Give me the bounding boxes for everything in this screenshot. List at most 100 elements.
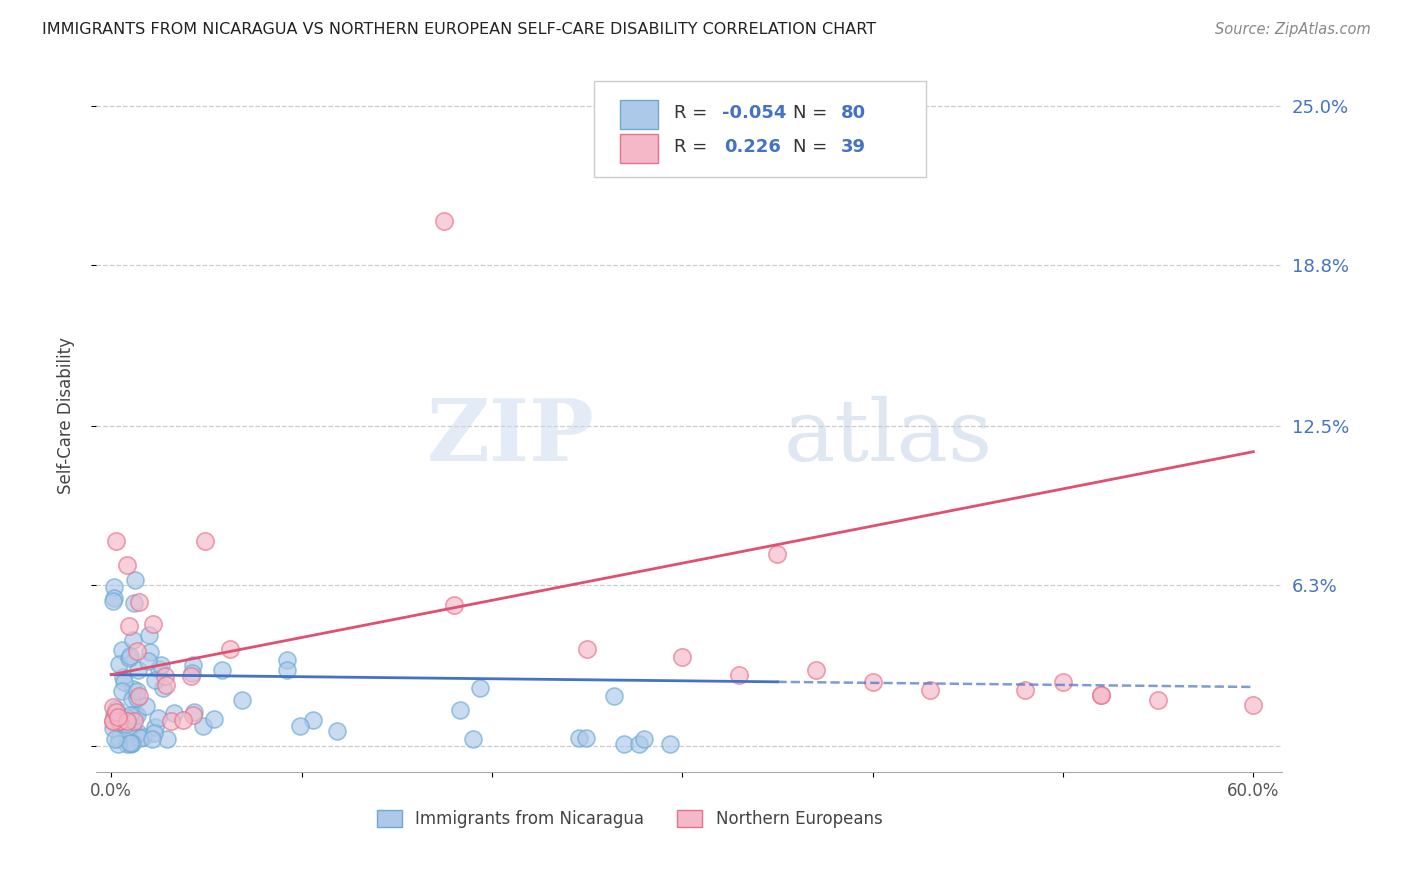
Point bbox=[105, 705, 128, 719]
Point bbox=[728, 667, 751, 681]
Point bbox=[111, 684, 134, 698]
Point bbox=[107, 714, 129, 728]
Text: 39: 39 bbox=[841, 138, 866, 156]
Point bbox=[115, 711, 138, 725]
Point bbox=[302, 713, 325, 727]
Point bbox=[124, 596, 146, 610]
Point bbox=[117, 721, 139, 735]
FancyBboxPatch shape bbox=[620, 135, 658, 163]
Point bbox=[1090, 688, 1112, 702]
Point bbox=[142, 617, 165, 632]
Point bbox=[202, 712, 225, 726]
Point bbox=[115, 714, 138, 728]
Point bbox=[111, 670, 134, 684]
Text: 0.226: 0.226 bbox=[724, 138, 782, 156]
Point bbox=[118, 651, 141, 665]
Point bbox=[101, 714, 124, 728]
Point bbox=[576, 642, 599, 657]
Y-axis label: Self-Care Disability: Self-Care Disability bbox=[58, 337, 75, 494]
Point bbox=[276, 653, 298, 667]
Point bbox=[124, 706, 146, 721]
Point bbox=[1052, 675, 1074, 690]
Point bbox=[231, 693, 253, 707]
Point bbox=[449, 703, 471, 717]
Point bbox=[101, 700, 124, 714]
Point bbox=[129, 731, 152, 746]
Point bbox=[433, 214, 456, 228]
Point bbox=[108, 731, 131, 746]
Point bbox=[461, 731, 484, 746]
Point bbox=[862, 675, 884, 690]
Point bbox=[127, 663, 149, 677]
Point bbox=[107, 710, 129, 724]
Point bbox=[121, 681, 143, 696]
Point bbox=[103, 591, 125, 605]
FancyBboxPatch shape bbox=[620, 100, 658, 128]
Point bbox=[138, 627, 160, 641]
Point bbox=[191, 719, 214, 733]
Point bbox=[103, 580, 125, 594]
Point bbox=[143, 673, 166, 687]
Text: ZIP: ZIP bbox=[426, 395, 595, 479]
Point bbox=[1014, 683, 1036, 698]
Point bbox=[194, 534, 217, 549]
Point bbox=[142, 726, 165, 740]
Point bbox=[1090, 688, 1112, 702]
Point bbox=[180, 668, 202, 682]
Point bbox=[125, 684, 148, 698]
Point bbox=[575, 731, 598, 745]
Point bbox=[1147, 693, 1170, 707]
Point bbox=[120, 737, 142, 751]
Point bbox=[121, 718, 143, 732]
Point bbox=[659, 737, 682, 751]
Text: N =: N = bbox=[793, 138, 834, 156]
Point bbox=[103, 707, 125, 722]
Text: atlas: atlas bbox=[783, 396, 993, 479]
Point bbox=[101, 714, 124, 728]
Point bbox=[468, 681, 491, 695]
Point bbox=[155, 669, 177, 683]
Point bbox=[121, 736, 143, 750]
Point bbox=[115, 716, 138, 731]
Point bbox=[118, 707, 141, 722]
Point bbox=[143, 721, 166, 735]
Point bbox=[107, 737, 129, 751]
Point bbox=[108, 657, 131, 671]
Point bbox=[115, 723, 138, 737]
Point bbox=[219, 642, 242, 657]
Point bbox=[117, 558, 139, 573]
Point bbox=[152, 681, 174, 695]
Point bbox=[181, 666, 204, 681]
Point bbox=[276, 663, 298, 677]
Point bbox=[127, 643, 149, 657]
Point bbox=[633, 731, 655, 746]
Point bbox=[443, 599, 465, 613]
Text: N =: N = bbox=[793, 104, 834, 122]
Point bbox=[804, 663, 827, 677]
Point bbox=[118, 648, 141, 663]
Point bbox=[613, 737, 636, 751]
Point bbox=[290, 719, 312, 733]
Point bbox=[122, 714, 145, 728]
Text: Source: ZipAtlas.com: Source: ZipAtlas.com bbox=[1215, 22, 1371, 37]
Text: -0.054: -0.054 bbox=[723, 104, 786, 122]
Text: 80: 80 bbox=[841, 104, 866, 122]
Point bbox=[162, 706, 184, 721]
Point bbox=[103, 732, 125, 747]
Point bbox=[128, 689, 150, 703]
Point bbox=[183, 706, 205, 720]
Point bbox=[121, 692, 143, 706]
Point bbox=[111, 642, 134, 657]
Point bbox=[159, 714, 181, 728]
Text: R =: R = bbox=[673, 104, 713, 122]
Point bbox=[101, 593, 124, 607]
Legend: Immigrants from Nicaragua, Northern Europeans: Immigrants from Nicaragua, Northern Euro… bbox=[370, 804, 889, 835]
Point bbox=[1241, 698, 1264, 713]
Point bbox=[326, 724, 349, 739]
Point bbox=[183, 657, 205, 672]
Point bbox=[628, 737, 651, 751]
Point bbox=[181, 707, 204, 722]
Point bbox=[118, 619, 141, 633]
Point bbox=[766, 547, 789, 561]
Point bbox=[148, 662, 170, 676]
